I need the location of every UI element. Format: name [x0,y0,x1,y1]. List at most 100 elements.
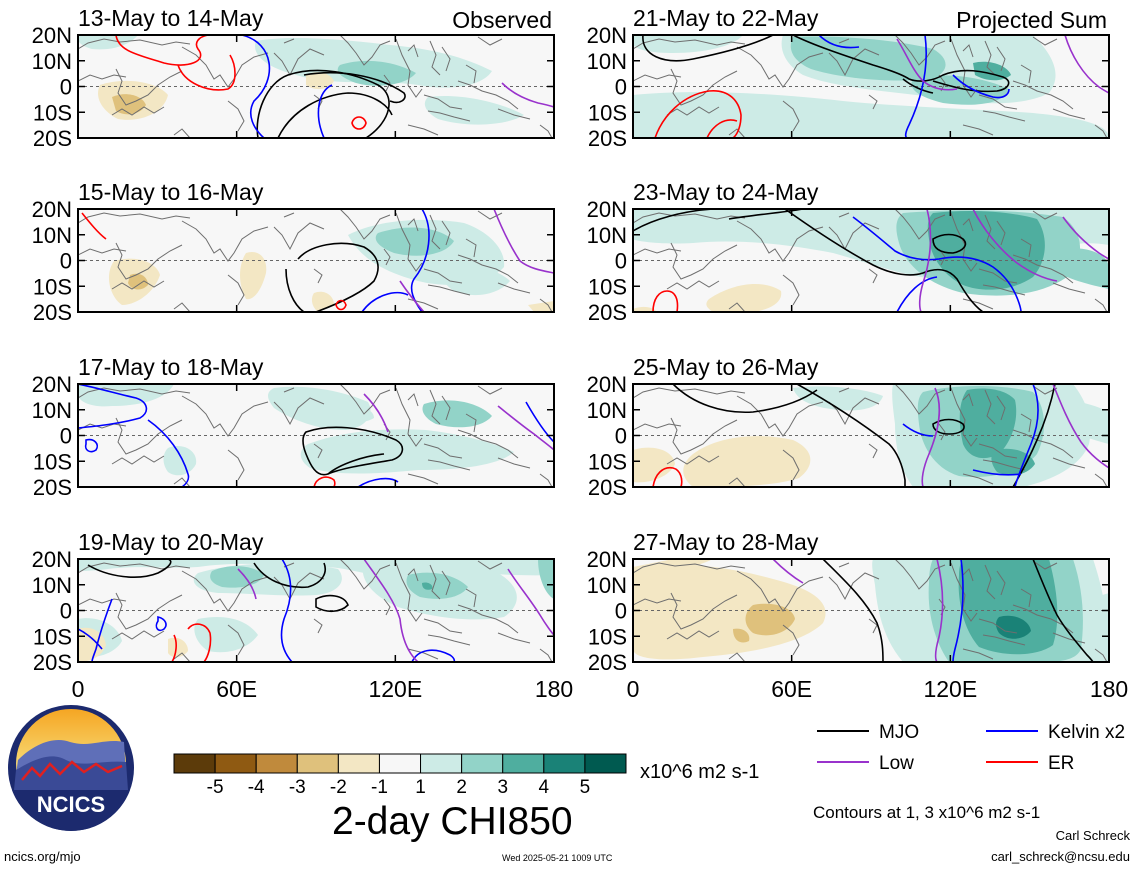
filter-contour [285,268,305,312]
filter-contour [297,242,379,312]
filter-contour [654,90,742,138]
filter-contour [784,209,984,312]
legend: MJO Kelvin x2 Low ER [817,722,1125,774]
colorbar-tick-label: -4 [248,777,265,798]
lat-tick-label: 20N [32,547,72,572]
colorbar: -5 -4 -3 -2 -1 1 2 3 4 5 [173,753,627,798]
colorbar-swatch [173,753,216,774]
lat-tick-label: 20S [588,475,627,500]
panel-date-title: 19-May to 20-May [78,529,264,555]
lat-tick-label: 0 [615,599,627,624]
filter-contour [501,82,554,108]
filter-contour [303,71,406,104]
ncics-logo: NCICS [8,705,134,831]
colorbar-swatch [420,753,463,774]
filter-contour [87,559,172,578]
filter-contour [363,393,389,433]
lat-tick-label: 10N [587,223,627,248]
filter-contour [280,559,293,662]
filter-contour [317,84,333,138]
chi850-shading [168,637,188,658]
filter-contour [78,384,148,429]
filter-contour [91,598,113,662]
legend-item-mjo: MJO [817,722,919,743]
lat-tick-label: 10N [32,49,72,74]
legend-item-kelvin-x2: Kelvin x2 [986,722,1125,743]
lat-tick-label: 20N [32,197,72,222]
filter-contour [852,216,1022,312]
chi850-shading [163,445,197,476]
chi850-shading [422,400,492,428]
map-area [78,384,554,487]
colorbar-tick-label: 5 [580,777,591,798]
filter-contour [921,387,941,487]
colorbar-swatch [502,753,545,774]
filter-contour [253,562,326,589]
chi850-shading [424,95,524,125]
legend-item-er: ER [986,753,1074,774]
filter-contour [277,92,393,138]
panel-date-title: 27-May to 28-May [633,529,819,555]
footer-timestamp: Wed 2025-05-21 1009 UTC [502,853,613,863]
chi850-shading [683,436,811,487]
legend-label: ER [1048,753,1074,774]
legend-item-low: Low [817,753,914,774]
lat-tick-label: 0 [615,424,627,449]
map-area [78,559,554,662]
filter-contour [822,559,884,662]
footer-email: carl_schreck@ncsu.edu [991,849,1130,864]
filter-contour [363,559,419,662]
chi850-shading [538,559,554,599]
logo-text: NCICS [37,792,105,817]
filter-contour [952,74,1010,99]
lat-tick-label: 20N [587,547,627,572]
filter-contour [171,634,177,662]
chi850-shading [474,241,492,253]
chi850-shading [440,263,510,296]
lat-tick-label: 0 [60,75,72,100]
chi850-shading [1048,247,1109,289]
lat-tick-label: 10N [587,573,627,598]
colorbar-swatch [461,753,504,774]
lat-tick-label: 0 [615,75,627,100]
filter-contour [706,119,738,138]
filter-contour [507,568,554,636]
coastlines [633,209,1108,312]
chi850-shading [268,386,371,430]
lat-tick-label: 10S [33,624,72,649]
lat-tick-label: 20N [587,197,627,222]
footer-author: Carl Schreck [1055,828,1130,843]
filter-contour [155,615,167,632]
chi850-shading [633,306,657,312]
filter-contour [1014,384,1039,487]
lat-tick-label: 20S [588,650,627,675]
lat-tick-label: 10N [587,398,627,423]
chi850-shading [996,615,1031,639]
chi850-shading [337,60,416,86]
lat-tick-label: 10N [32,223,72,248]
colorbar-tick-label: -2 [330,777,347,798]
filter-contour [313,476,336,487]
filter-contour [772,559,804,584]
lat-tick-label: 20N [587,372,627,397]
lon-tick-label: 0 [627,676,640,702]
colorbar-swatch [214,753,257,774]
colorbar-tick-label: -5 [207,777,224,798]
filter-contour [147,419,190,487]
colorbar-swatch [296,753,339,774]
lat-tick-label: 20N [32,23,72,48]
chi850-shading [633,559,713,575]
filter-contour [972,209,1058,282]
filter-contour [525,401,554,443]
chi850-shading [300,429,514,474]
lon-tick-label: 0 [72,676,85,702]
lat-tick-label: 0 [60,599,72,624]
filter-contour [896,38,958,91]
panel-date-title: 17-May to 18-May [78,354,264,380]
filter-contour [256,69,390,138]
lat-tick-label: 0 [615,249,627,274]
panel-date-title: 21-May to 22-May [633,5,819,31]
filter-contour [327,453,385,475]
colorbar-swatch [255,753,298,774]
chi850-shading [958,559,1058,655]
